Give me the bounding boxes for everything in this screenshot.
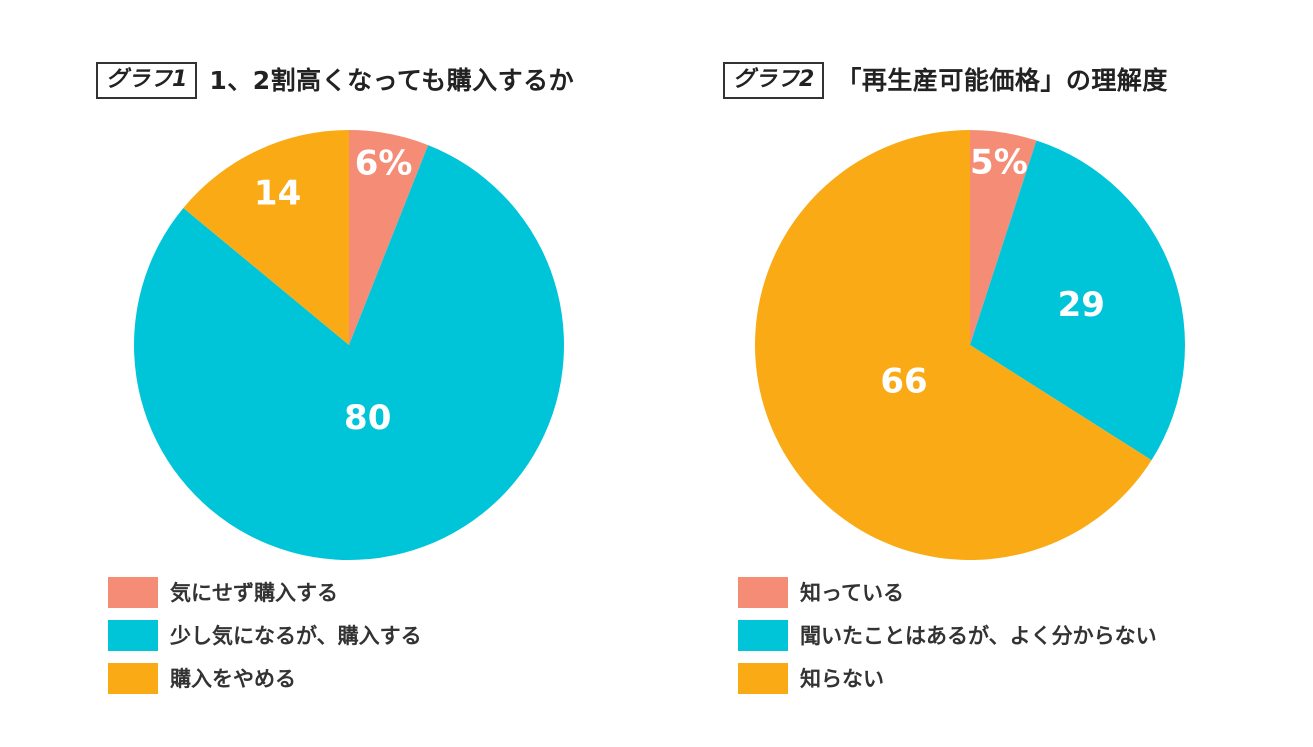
slice-value-label: 29 — [1058, 285, 1105, 325]
legend-item: 購入をやめる — [108, 662, 422, 694]
chart-panel-2: グラフ2 「再生産可能価格」の理解度 5% 29 66 知っている 聞いたことはある… — [650, 0, 1313, 747]
slice-value-label: 80 — [344, 398, 391, 438]
chart-title-tag: グラフ2 — [723, 62, 825, 99]
pie-chart: 6% 80 14 — [133, 130, 564, 560]
pie-slice — [133, 145, 564, 560]
chart-title-row: グラフ2 「再生産可能価格」の理解度 — [723, 62, 1168, 99]
pie-slice — [755, 130, 1152, 560]
chart-title: 1、2割高くなっても購入するか — [209, 65, 575, 95]
legend-label: 少し気になるが、購入する — [170, 624, 422, 648]
pie-slice — [970, 140, 1185, 461]
legend-item: 知らない — [738, 662, 1157, 694]
slice-value-label: 5% — [970, 142, 1028, 182]
chart-title-row: グラフ1 1、2割高くなっても購入するか — [96, 62, 574, 99]
slice-value-label: 66 — [880, 361, 927, 401]
legend-label: 聞いたことはあるが、よく分からない — [800, 624, 1157, 648]
legend-swatch — [738, 662, 788, 694]
pie-slice — [970, 130, 1037, 345]
legend-item: 知っている — [738, 576, 1157, 608]
chart-panel-1: グラフ1 1、2割高くなっても購入するか 6% 80 14 気にせず購入する 少し気… — [0, 0, 650, 747]
legend-swatch — [108, 662, 158, 694]
legend-item: 気にせず購入する — [108, 576, 422, 608]
legend-label: 知らない — [800, 667, 884, 691]
chart-legend: 知っている 聞いたことはあるが、よく分からない 知らない — [738, 576, 1157, 705]
legend-label: 気にせず購入する — [170, 581, 338, 605]
legend-label: 購入をやめる — [170, 667, 296, 691]
legend-swatch — [738, 619, 788, 651]
slice-value-label: 14 — [254, 173, 301, 213]
legend-item: 少し気になるが、購入する — [108, 619, 422, 651]
pie-slice — [349, 130, 429, 345]
legend-label: 知っている — [800, 581, 904, 605]
pie-slice — [183, 130, 349, 345]
chart-title: 「再生産可能価格」の理解度 — [836, 65, 1168, 95]
chart-title-tag: グラフ1 — [96, 62, 198, 99]
slice-value-label: 6% — [355, 143, 413, 183]
chart-legend: 気にせず購入する 少し気になるが、購入する 購入をやめる — [108, 576, 422, 705]
legend-swatch — [738, 576, 788, 608]
legend-swatch — [108, 619, 158, 651]
pie-chart: 5% 29 66 — [755, 130, 1185, 560]
legend-swatch — [108, 576, 158, 608]
legend-item: 聞いたことはあるが、よく分からない — [738, 619, 1157, 651]
